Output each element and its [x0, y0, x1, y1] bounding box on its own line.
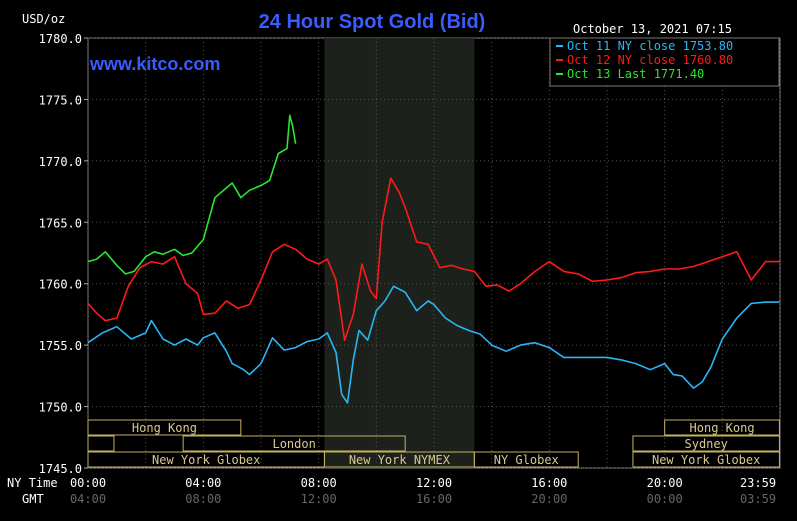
y-tick-label: 1775.0	[39, 93, 82, 107]
series-line-1	[87, 285, 780, 404]
x-tick-label-gmt: 08:00	[185, 492, 221, 506]
session-label: New York Globex	[152, 453, 260, 467]
legend-entry: Oct 12 NY close 1760.80	[567, 53, 733, 67]
x-tick-label-gmt: 03:59	[740, 492, 776, 506]
legend-entry: Oct 13 Last 1771.40	[567, 67, 704, 81]
x-tick-label-ny: 00:00	[70, 476, 106, 490]
y-tick-label: 1755.0	[39, 339, 82, 353]
session-label: Hong Kong	[132, 421, 197, 435]
y-tick-label: 1745.0	[39, 462, 82, 476]
y-tick-label: 1770.0	[39, 155, 82, 169]
session-bar	[632, 435, 780, 452]
y-tick-label: 1760.0	[39, 278, 82, 292]
session-label: London	[272, 437, 315, 451]
x-tick-label-ny: 12:00	[416, 476, 452, 490]
x-row-label-ny: NY Time	[7, 476, 58, 490]
x-tick-label-gmt: 00:00	[647, 492, 683, 506]
session-label: New York Globex	[652, 453, 760, 467]
legend-entry: Oct 11 NY close 1753.80	[567, 39, 733, 53]
legend-box	[549, 37, 780, 87]
session-label: NY Globex	[494, 453, 559, 467]
x-tick-label-ny: 04:00	[185, 476, 221, 490]
shaded-region	[324, 38, 475, 468]
session-bar	[664, 419, 780, 436]
chart-title: 24 Hour Spot Gold (Bid)	[259, 11, 486, 33]
session-bar	[87, 435, 115, 452]
x-row-label-gmt: GMT	[22, 492, 44, 506]
brand-label: www.kitco.com	[89, 54, 220, 74]
session-label: Hong Kong	[690, 421, 755, 435]
x-tick-label-gmt: 20:00	[531, 492, 567, 506]
timestamp-label: October 13, 2021 07:15	[573, 22, 732, 36]
unit-label: USD/oz	[22, 12, 65, 26]
y-tick-label: 1750.0	[39, 401, 82, 415]
x-tick-label-gmt: 04:00	[70, 492, 106, 506]
x-tick-label-ny: 23:59	[740, 476, 776, 490]
session-bar	[182, 435, 406, 452]
series-line-3	[87, 114, 297, 275]
x-tick-label-ny: 20:00	[647, 476, 683, 490]
y-tick-label: 1765.0	[39, 216, 82, 230]
session-bar	[473, 451, 579, 468]
x-tick-label-gmt: 16:00	[416, 492, 452, 506]
series-line-2	[87, 177, 780, 342]
x-tick-label-gmt: 12:00	[301, 492, 337, 506]
session-bar	[87, 419, 242, 436]
session-bar	[632, 451, 780, 468]
x-tick-label-ny: 08:00	[301, 476, 337, 490]
session-label: New York NYMEX	[349, 453, 451, 467]
session-label: Sydney	[685, 437, 728, 451]
x-tick-label-ny: 16:00	[531, 476, 567, 490]
y-tick-label: 1780.0	[39, 32, 82, 46]
